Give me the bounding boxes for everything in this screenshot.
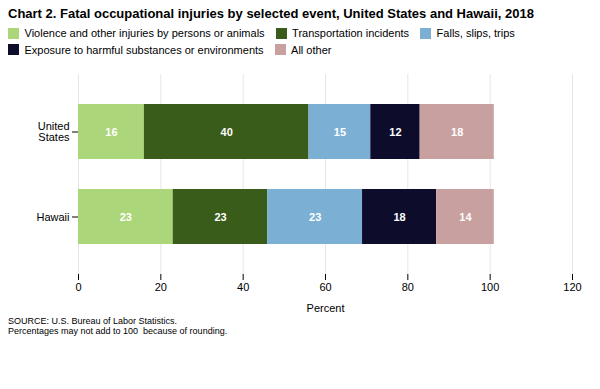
svg-text:16: 16 bbox=[105, 125, 117, 137]
svg-text:Hawaii: Hawaii bbox=[36, 210, 69, 222]
html-text:SOURCE: U.S. Bureau of Labor S: SOURCE: U.S. Bureau of Labor Statistics.… bbox=[8, 315, 228, 336]
svg-text:23: 23 bbox=[309, 210, 321, 222]
svg-text:UnitedStates: UnitedStates bbox=[38, 120, 70, 143]
svg-text:80: 80 bbox=[402, 281, 414, 293]
html-text:Exposure to harmful substances: Exposure to harmful substances or enviro… bbox=[24, 43, 264, 56]
html-text:Violence and other injuries by: Violence and other injuries by persons o… bbox=[24, 27, 265, 40]
html-text:All other: All other bbox=[291, 43, 332, 56]
html-text:Falls, slips, trips: Falls, slips, trips bbox=[436, 27, 515, 40]
svg-text:23: 23 bbox=[120, 210, 132, 222]
svg-text:0: 0 bbox=[75, 281, 81, 293]
html-text:Transportation incidents: Transportation incidents bbox=[292, 27, 410, 40]
svg-text:Percent: Percent bbox=[307, 301, 345, 313]
svg-text:20: 20 bbox=[155, 281, 167, 293]
html-text:Chart 2. Fatal occupational in: Chart 2. Fatal occupational injuries by … bbox=[8, 6, 534, 21]
svg-text:15: 15 bbox=[334, 125, 346, 137]
svg-text:18: 18 bbox=[451, 125, 463, 137]
svg-text:40: 40 bbox=[221, 125, 233, 137]
svg-text:18: 18 bbox=[393, 210, 405, 222]
svg-text:60: 60 bbox=[319, 281, 331, 293]
svg-text:23: 23 bbox=[214, 210, 226, 222]
svg-text:40: 40 bbox=[237, 281, 249, 293]
svg-text:14: 14 bbox=[459, 210, 472, 222]
svg-text:100: 100 bbox=[481, 281, 499, 293]
svg-text:12: 12 bbox=[389, 125, 401, 137]
svg-text:120: 120 bbox=[563, 281, 581, 293]
